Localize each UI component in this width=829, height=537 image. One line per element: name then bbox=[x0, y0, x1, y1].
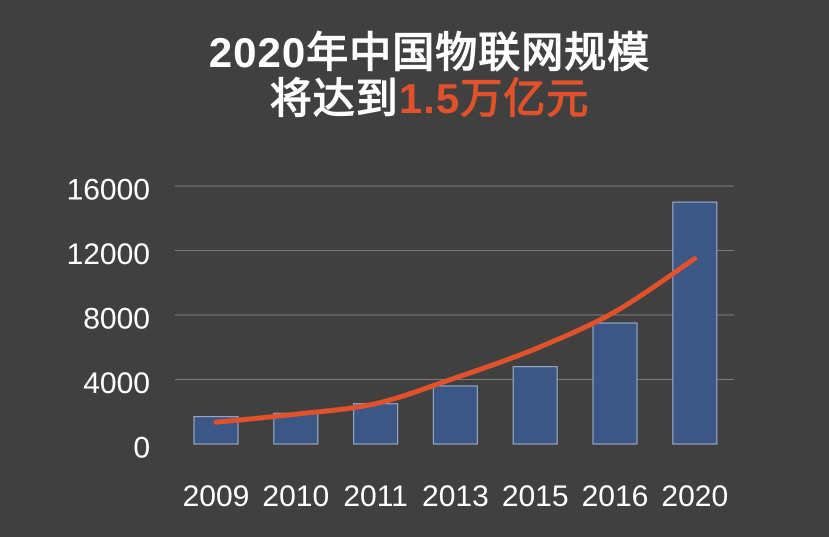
x-axis-label-2009: 2009 bbox=[183, 480, 250, 513]
y-axis-label-16000: 16000 bbox=[67, 174, 150, 207]
bar-2013 bbox=[432, 385, 478, 445]
y-axis-label-4000: 4000 bbox=[83, 367, 150, 400]
bar-2011 bbox=[353, 403, 399, 445]
title-line-2: 将达到1.5万亿元 bbox=[30, 76, 829, 122]
x-axis-label-2016: 2016 bbox=[582, 480, 649, 513]
trendline-curve bbox=[213, 256, 698, 425]
bar-2016 bbox=[592, 322, 638, 445]
bar-2020 bbox=[672, 201, 718, 445]
y-axis-label-0: 0 bbox=[133, 432, 150, 465]
chart-title: 2020年中国物联网规模 将达到1.5万亿元 bbox=[0, 30, 829, 122]
x-axis-label-2020: 2020 bbox=[661, 480, 728, 513]
x-axis-label-2010: 2010 bbox=[262, 480, 329, 513]
title-line2-prefix: 将达到 bbox=[269, 75, 399, 122]
x-axis-label-2015: 2015 bbox=[502, 480, 569, 513]
x-axis-label-2013: 2013 bbox=[422, 480, 489, 513]
title-line2-highlight: 1.5万亿元 bbox=[398, 75, 590, 122]
title-line-1: 2020年中国物联网规模 bbox=[208, 29, 651, 76]
x-axis-label-2011: 2011 bbox=[343, 480, 408, 513]
bar-2015 bbox=[512, 366, 558, 445]
y-axis-label-8000: 8000 bbox=[83, 303, 150, 336]
bar-2010 bbox=[273, 412, 319, 445]
y-axis-label-12000: 12000 bbox=[67, 238, 150, 271]
